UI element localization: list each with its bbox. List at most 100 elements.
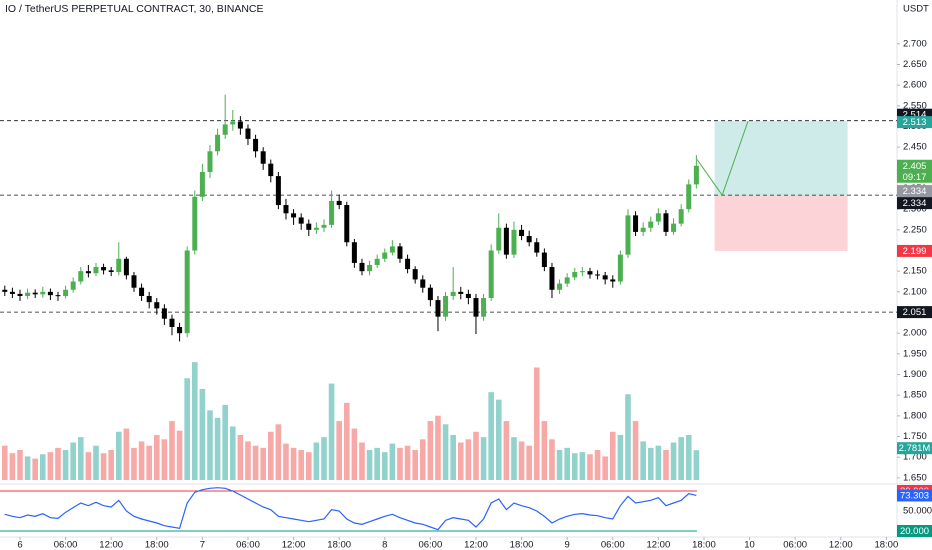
volume-bar: [617, 435, 624, 480]
candle-body: [579, 271, 585, 273]
level-tag-bg: [897, 197, 932, 210]
candle-body: [412, 269, 418, 280]
volume-bar: [47, 452, 54, 480]
candle-body: [313, 227, 319, 230]
candle-body: [283, 205, 289, 214]
volume-bar: [191, 362, 198, 480]
x-tick-label: 06:00: [54, 540, 78, 550]
candle-body: [161, 308, 167, 319]
candle-body: [465, 293, 471, 299]
candle-body: [237, 121, 243, 129]
candle-body: [184, 250, 190, 334]
candle-body: [427, 287, 433, 301]
candle-body: [40, 291, 46, 295]
volume-bar: [678, 437, 684, 480]
y-tick-label: 2.250: [903, 224, 927, 235]
candle-body: [108, 270, 114, 273]
y-tick-label: 1.650: [903, 472, 927, 483]
candle-body: [541, 252, 547, 268]
volume-bar: [24, 456, 31, 480]
volume-bar: [579, 452, 586, 480]
volume-bar: [587, 454, 593, 480]
candle-body: [199, 171, 205, 197]
candle-body: [443, 295, 449, 317]
volume-bar: [305, 452, 312, 480]
y-tick-label: 2.100: [903, 286, 927, 297]
candle-body: [139, 287, 145, 296]
rsi-tick-label: 50.000: [903, 506, 932, 517]
volume-bar: [594, 450, 601, 480]
volume-bar: [169, 421, 175, 480]
volume-bar: [298, 450, 304, 480]
volume-bar: [435, 415, 441, 480]
candle-body: [557, 283, 563, 290]
x-tick-label: 12:00: [99, 540, 123, 550]
candle-body: [587, 271, 593, 275]
candle-body: [47, 291, 53, 296]
volume-bar: [62, 450, 69, 480]
candle-body: [648, 221, 654, 228]
candle-body: [177, 326, 183, 334]
volume-bar: [313, 442, 320, 480]
candle-body: [85, 271, 91, 274]
x-tick-label: 18:00: [692, 540, 716, 550]
candle-body: [17, 293, 23, 296]
volume-bar: [199, 388, 206, 480]
level-tag-bg: [897, 306, 932, 319]
volume-bar: [670, 442, 677, 480]
volume-bar: [32, 458, 38, 480]
level-tag: 2.334: [903, 198, 927, 209]
candle-body: [405, 258, 411, 270]
volume-bar: [381, 452, 388, 480]
candle-body: [519, 229, 525, 237]
target-tag: 2.513: [903, 117, 927, 128]
y-tick-label: 1.800: [903, 410, 927, 421]
candle-body: [169, 318, 175, 327]
volume-bar: [39, 454, 46, 480]
candle-body: [655, 213, 661, 222]
volume-bar: [336, 421, 342, 480]
volume-bar: [511, 437, 517, 480]
volume-bar: [602, 456, 608, 480]
volume-bar: [290, 447, 297, 480]
candle-body: [633, 215, 639, 232]
candle-body: [70, 281, 76, 290]
volume-bar: [564, 447, 570, 480]
candle-body: [503, 227, 509, 255]
volume-bar: [374, 447, 380, 480]
candle-body: [640, 227, 646, 232]
candle-body: [359, 262, 365, 272]
volume-bar: [229, 426, 236, 480]
candle-body: [222, 124, 228, 135]
volume-bar: [321, 437, 327, 480]
candle-body: [389, 246, 395, 253]
y-tick-label: 2.150: [903, 266, 927, 277]
volume-bar: [412, 450, 418, 480]
candle-body: [230, 121, 236, 125]
candle-body: [488, 250, 494, 299]
candle-body: [526, 236, 532, 243]
volume-bar: [609, 431, 616, 480]
level-tag: 2.514: [903, 110, 927, 121]
volume-bar: [389, 443, 396, 480]
candle-body: [397, 246, 403, 259]
volume-bar: [55, 447, 61, 480]
x-tick-label: 7: [200, 540, 205, 550]
x-tick-label: 12:00: [646, 540, 670, 550]
target-tag-bg: [897, 116, 932, 129]
candle-body: [329, 200, 335, 225]
x-tick-label: 12:00: [829, 540, 853, 550]
volume-bar: [625, 394, 631, 480]
candle-body: [671, 223, 677, 232]
volume-bar: [100, 453, 107, 480]
candle-body: [215, 134, 221, 152]
volume-bar: [93, 445, 99, 480]
volume-bar: [108, 450, 114, 480]
volume-bar: [214, 417, 221, 480]
candle-body: [207, 151, 213, 172]
candle-body: [131, 275, 137, 288]
x-tick-label: 9: [565, 540, 570, 550]
volume-bar: [161, 439, 168, 480]
x-tick-label: 10: [744, 540, 755, 550]
volume-bar: [351, 428, 358, 480]
